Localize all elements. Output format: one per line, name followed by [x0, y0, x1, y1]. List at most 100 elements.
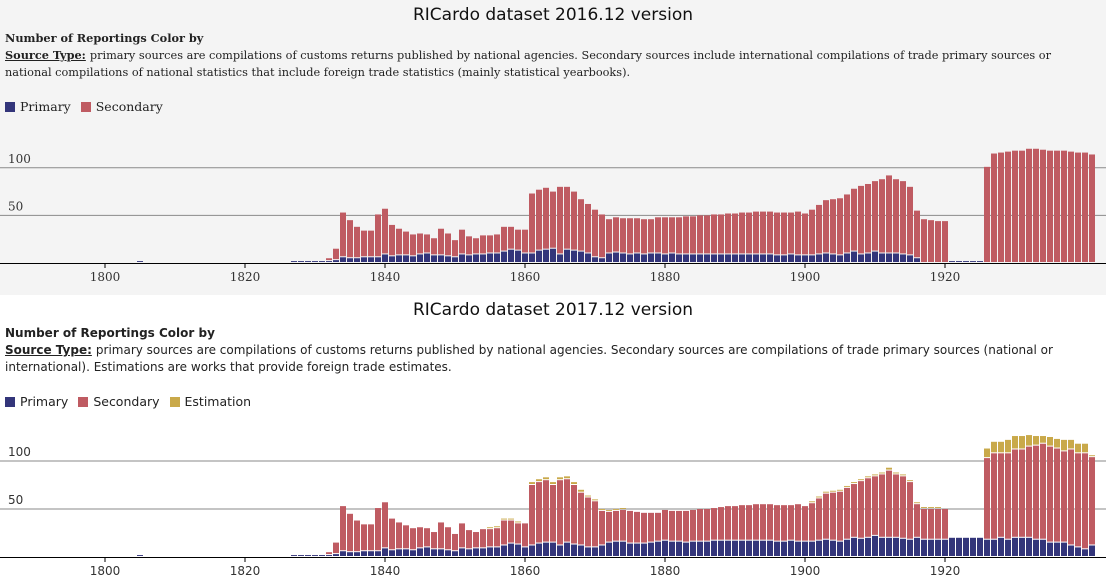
bar-segment [837, 255, 843, 262]
bar-segment [382, 502, 388, 548]
bar-segment [641, 254, 647, 262]
bar-segment [1005, 439, 1011, 453]
bar-segment [872, 474, 878, 476]
bar-segment [361, 551, 367, 556]
bar-segment [732, 213, 738, 254]
bar-segment [1061, 150, 1067, 262]
bar-segment [690, 254, 696, 262]
bar-segment [599, 545, 605, 556]
legend-item: Secondary [78, 394, 160, 409]
bar-segment [998, 152, 1004, 262]
bar-segment [1012, 150, 1018, 262]
bar-segment [1089, 457, 1095, 545]
bar-segment [564, 249, 570, 262]
bar-segment [711, 254, 717, 262]
bar-segment [1012, 537, 1018, 556]
x-tick-label: 1820 [230, 564, 261, 577]
bar-segment [389, 518, 395, 550]
bar-segment [557, 480, 563, 545]
bar-segment [445, 256, 451, 262]
bar-segment [991, 539, 997, 556]
bar-segment [718, 540, 724, 556]
bar-segment [347, 258, 353, 262]
bar-segment [725, 506, 731, 540]
bar-segment [648, 542, 654, 556]
bar-segment [907, 482, 913, 539]
bar-segment [620, 541, 626, 556]
bar-segment [536, 189, 542, 250]
bar-segment [984, 458, 990, 539]
bar-segment [816, 540, 822, 556]
bar-segment [809, 541, 815, 556]
bar-segment [1019, 537, 1025, 556]
legend-label: Secondary [95, 99, 163, 114]
bar-segment [662, 540, 668, 556]
bar-segment [1054, 438, 1060, 448]
bar-segment [690, 509, 696, 541]
bar-segment [424, 234, 430, 253]
bar-segment [1061, 439, 1067, 451]
bar-segment [389, 224, 395, 256]
bar-segment [641, 512, 647, 543]
bar-segment [480, 548, 486, 556]
bar-segment [893, 537, 899, 556]
bar-segment [753, 540, 759, 556]
bar-segment [711, 214, 717, 254]
bar-segment [1026, 537, 1032, 556]
bar-segment [893, 472, 899, 474]
bar-segment [354, 552, 360, 556]
legend-swatch [78, 396, 89, 407]
bar-segment [851, 251, 857, 262]
bar-segment [627, 510, 633, 543]
bar-segment [578, 492, 584, 545]
legend-swatch [5, 396, 15, 407]
bar-segment [389, 550, 395, 556]
bar-segment [900, 538, 906, 556]
bar-segment [1033, 148, 1039, 262]
bar-segment [354, 258, 360, 262]
bar-segment [900, 181, 906, 254]
bar-segment [431, 532, 437, 549]
bar-segment [1005, 453, 1011, 539]
bar-segment [368, 257, 374, 262]
bar-segment [137, 261, 143, 262]
bar-segment [1026, 446, 1032, 537]
bar-segment [914, 537, 920, 556]
bar-segment [648, 512, 654, 542]
bar-segment [683, 510, 689, 542]
bar-segment [1054, 448, 1060, 542]
bar-segment [753, 504, 759, 540]
bar-segment [809, 209, 815, 255]
bar-segment [410, 256, 416, 262]
bar-segment [1082, 453, 1088, 549]
bar-segment [571, 250, 577, 262]
bar-segment [487, 253, 493, 262]
bar-segment [830, 540, 836, 556]
description-text: primary sources are compilations of cust… [5, 49, 1051, 79]
bar-segment [298, 261, 304, 262]
bar-segment [1082, 549, 1088, 556]
bar-segment [326, 552, 332, 555]
bar-segment [788, 212, 794, 254]
bar-segment [494, 526, 500, 528]
bar-segment [984, 448, 990, 458]
bar-segment [739, 540, 745, 556]
bar-segment [662, 254, 668, 262]
bar-segment [424, 253, 430, 262]
bar-segment [620, 253, 626, 262]
bar-segment [739, 505, 745, 540]
bar-segment [578, 489, 584, 492]
bar-segment [641, 219, 647, 254]
bar-segment [858, 538, 864, 556]
bar-segment [844, 487, 850, 539]
bar-segment [697, 254, 703, 262]
bar-segment [886, 467, 892, 470]
bar-segment [305, 261, 311, 262]
bar-segment [753, 254, 759, 262]
bar-segment [501, 545, 507, 556]
bar-segment [417, 548, 423, 556]
bar-segment [298, 555, 304, 556]
bar-segment [641, 543, 647, 556]
bar-segment [445, 233, 451, 256]
